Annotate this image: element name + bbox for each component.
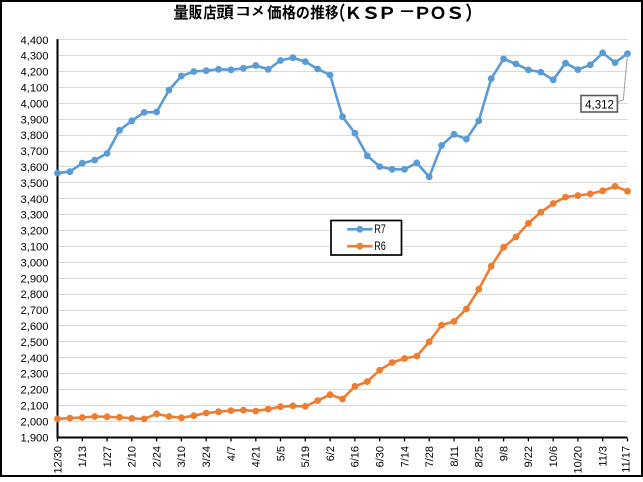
svg-text:7/28: 7/28 (424, 446, 436, 467)
svg-text:3,200: 3,200 (21, 226, 49, 238)
svg-text:2/24: 2/24 (151, 446, 163, 467)
svg-text:10/6: 10/6 (548, 446, 560, 467)
svg-text:3,100: 3,100 (21, 242, 49, 254)
svg-text:9/22: 9/22 (523, 446, 535, 467)
svg-text:R7: R7 (374, 224, 386, 236)
svg-text:11/3: 11/3 (598, 446, 610, 467)
svg-text:4,300: 4,300 (21, 51, 49, 63)
svg-text:11/17: 11/17 (620, 446, 632, 473)
svg-text:4,400: 4,400 (21, 35, 49, 47)
svg-text:1/27: 1/27 (102, 446, 114, 467)
svg-text:1,900: 1,900 (21, 432, 49, 444)
svg-text:2,100: 2,100 (21, 401, 49, 413)
svg-text:3,000: 3,000 (21, 257, 49, 269)
svg-text:6/30: 6/30 (375, 446, 387, 467)
svg-text:2,800: 2,800 (21, 289, 49, 301)
svg-text:3/24: 3/24 (201, 446, 213, 467)
svg-text:8/11: 8/11 (449, 446, 461, 467)
svg-text:4,312: 4,312 (585, 100, 614, 112)
svg-text:4/7: 4/7 (226, 446, 238, 461)
svg-text:3,800: 3,800 (21, 130, 49, 142)
svg-text:2,300: 2,300 (21, 369, 49, 381)
svg-text:4,000: 4,000 (21, 98, 49, 110)
svg-text:2,500: 2,500 (21, 337, 49, 349)
svg-text:9/8: 9/8 (498, 446, 510, 461)
svg-text:5/5: 5/5 (275, 446, 287, 461)
svg-text:2,400: 2,400 (21, 353, 49, 365)
svg-text:7/14: 7/14 (399, 446, 411, 467)
svg-text:12/30: 12/30 (52, 446, 64, 474)
svg-text:3,500: 3,500 (21, 178, 49, 190)
svg-text:6/2: 6/2 (325, 446, 337, 461)
svg-text:2/10: 2/10 (127, 446, 139, 467)
svg-text:3,400: 3,400 (21, 194, 49, 206)
svg-text:2,900: 2,900 (21, 273, 49, 285)
svg-text:10/20: 10/20 (573, 446, 585, 474)
svg-text:3,700: 3,700 (21, 146, 49, 158)
svg-text:3,600: 3,600 (21, 162, 49, 174)
svg-text:R6: R6 (374, 241, 386, 253)
svg-text:4/21: 4/21 (251, 446, 263, 467)
svg-text:4,200: 4,200 (21, 67, 49, 79)
svg-text:1/13: 1/13 (77, 446, 89, 467)
svg-text:3,300: 3,300 (21, 210, 49, 222)
svg-text:8/25: 8/25 (474, 446, 486, 467)
svg-text:2,000: 2,000 (21, 416, 49, 428)
svg-text:2,200: 2,200 (21, 385, 49, 397)
svg-text:6/16: 6/16 (350, 446, 362, 467)
svg-text:2,700: 2,700 (21, 305, 49, 317)
svg-text:2,600: 2,600 (21, 321, 49, 333)
svg-text:3,900: 3,900 (21, 114, 49, 126)
svg-text:5/19: 5/19 (300, 446, 312, 467)
svg-text:3/10: 3/10 (176, 446, 188, 467)
svg-text:4,100: 4,100 (21, 83, 49, 95)
